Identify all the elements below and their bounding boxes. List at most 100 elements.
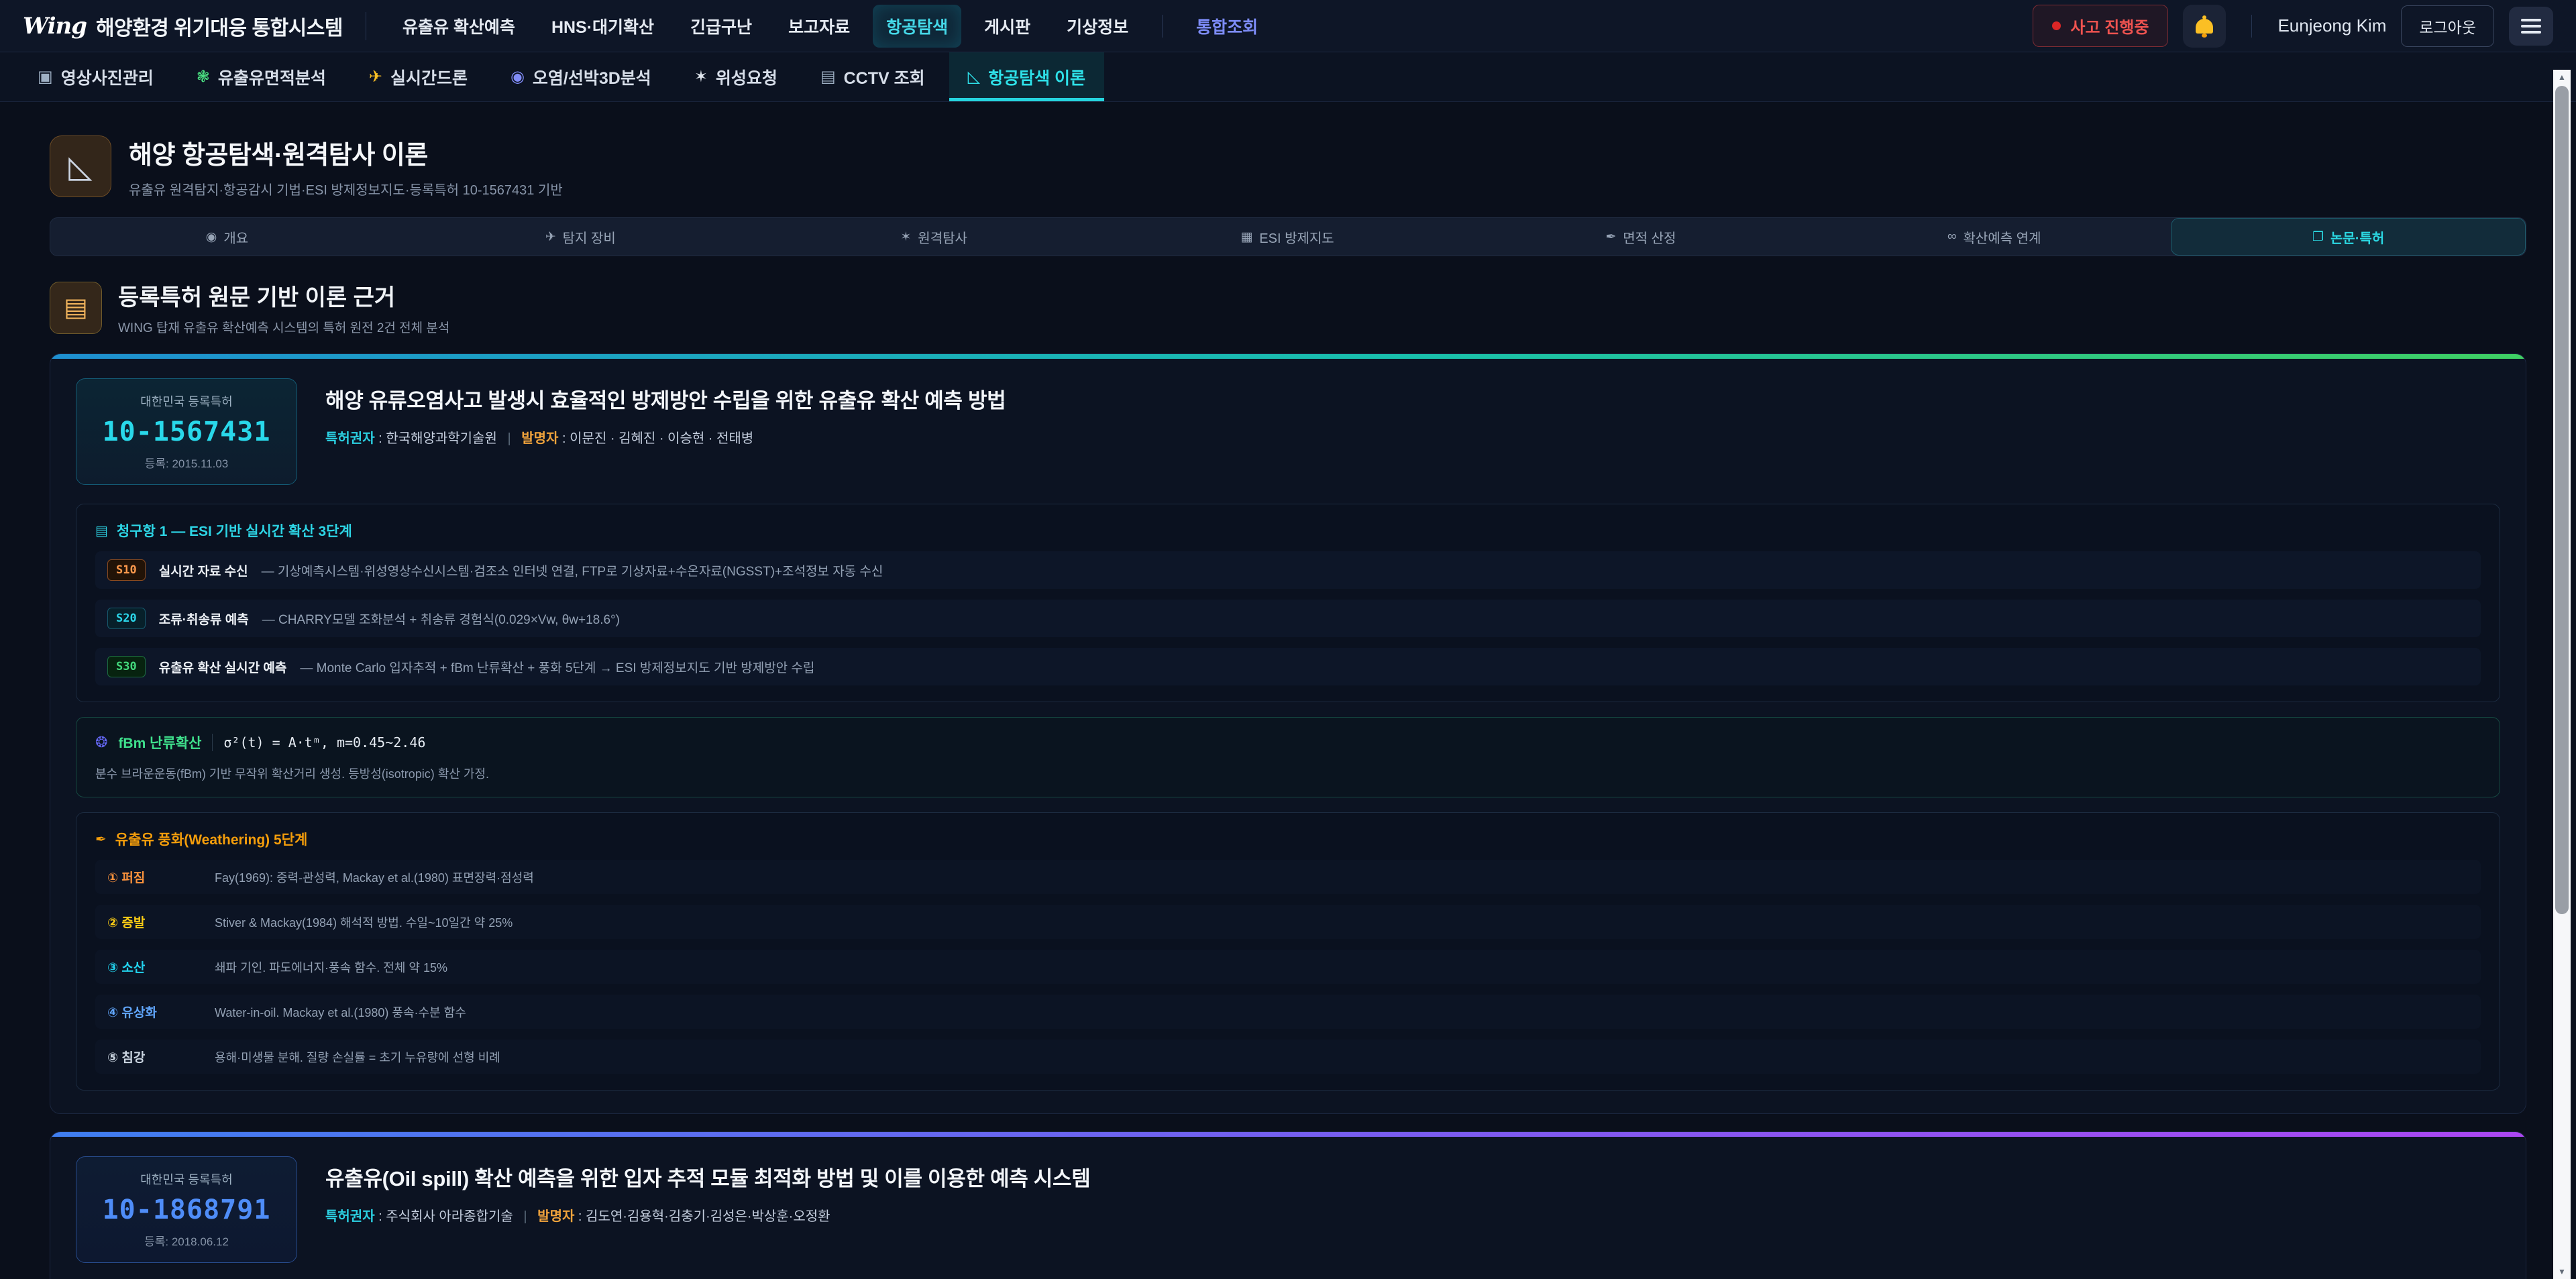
nav-item-aerial-search[interactable]: 항공탐색 [873, 4, 962, 48]
tab-label: 유출유면적분석 [217, 68, 326, 88]
patent-country: 대한민국 등록특허 [140, 1173, 233, 1186]
scroll-icon: ▤ [50, 281, 102, 334]
nav-item-weather-info[interactable]: 기상정보 [1067, 17, 1129, 37]
tab-oil-area-analysis[interactable]: ❃ 유출유면적분석 [178, 52, 345, 101]
tab-label: 확산예측 연계 [1963, 231, 2041, 246]
patent-title: 해양 유류오염사고 발생시 효율적인 방제방안 수립을 위한 유출유 확산 예측… [325, 389, 1006, 412]
theory-tab-remote-sensing[interactable]: ✶ 원격탐사 [757, 218, 1111, 256]
hamburger-menu-button[interactable] [2509, 6, 2553, 46]
theory-tab-detection-equipment[interactable]: ✈ 탐지 장비 [404, 218, 757, 256]
wing-logo-icon: Wing [23, 12, 87, 40]
tab-realtime-drone[interactable]: ✈ 실시간드론 [350, 52, 486, 101]
patent-number-badge: 대한민국 등록특허 10-1868791 등록: 2018.06.12 [76, 1156, 297, 1263]
pen-icon: ✒ [1605, 229, 1617, 244]
owner-value: : 주식회사 아라종합기술 [374, 1209, 513, 1224]
app-title: 해양환경 위기대응 통합시스템 [96, 17, 343, 40]
divider [2251, 14, 2253, 38]
tab-label: 논문·특허 [2330, 231, 2385, 246]
step-desc: — Monte Carlo 입자추적 + fBm 난류확산 + 풍화 5단계 →… [300, 661, 815, 675]
page-header: ◺ 해양 항공탐색·원격탐사 이론 유출유 원격탐지·항공감시 기법·ESI 방… [50, 134, 2526, 199]
tab-label: 위성요청 [715, 68, 777, 88]
step-badge: S30 [107, 656, 146, 677]
weathering-heading: 유출유 풍화(Weathering) 5단계 [115, 832, 308, 848]
inventors-value: : 김도연·김용혁·김충기·김성은·박상훈·오정환 [574, 1209, 830, 1224]
incident-status-badge[interactable]: 사고 진행중 [2033, 5, 2169, 47]
patent-reg-date: 등록: 2018.06.12 [144, 1235, 229, 1248]
claim-step-row: S30 유출유 확산 실시간 예측 — Monte Carlo 입자추적 + f… [95, 648, 2481, 685]
patent-meta: 특허권자 : 한국해양과학기술원 | 발명자 : 이문진 · 김혜진 · 이승현… [325, 427, 1006, 447]
step-label: 실시간 자료 수신 [158, 564, 248, 579]
nav-item-spill-forecast[interactable]: 유출유 확산예측 [402, 17, 515, 37]
claim-heading: 청구항 1 — ESI 기반 실시간 확산 3단계 [116, 524, 352, 539]
weathering-label: ② 증발 [107, 916, 146, 930]
tab-pollution-ship-3d[interactable]: ◉ 오염/선박3D분석 [492, 52, 670, 101]
vertical-scrollbar[interactable]: ▲ ▼ [2553, 70, 2571, 1279]
divider [212, 734, 213, 751]
weathering-panel: ✒ 유출유 풍화(Weathering) 5단계 ① 퍼짐 Fay(1969):… [76, 812, 2500, 1091]
nav-item-board[interactable]: 게시판 [984, 17, 1031, 37]
scrollbar-thumb[interactable] [2555, 86, 2569, 914]
satellite-icon: ✶ [694, 68, 708, 86]
helicopter-icon: ✈ [545, 229, 556, 244]
logout-button[interactable]: 로그아웃 [2401, 5, 2494, 47]
inventors-label: 발명자 [537, 1209, 575, 1224]
spiral-icon: ❂ [95, 734, 108, 750]
map-icon: ▦ [1240, 229, 1253, 244]
patent-number-badge: 대한민국 등록특허 10-1567431 등록: 2015.11.03 [76, 378, 297, 485]
weathering-label: ⑤ 침강 [107, 1051, 146, 1065]
owner-value: : 한국해양과학기술원 [374, 431, 497, 446]
patent-number: 10-1567431 [102, 416, 271, 447]
tab-label: 오염/선박3D분석 [532, 68, 651, 88]
triangle-ruler-icon: ◺ [50, 135, 111, 197]
card-accent-bar [50, 1132, 2526, 1137]
nav-right-cluster: 사고 진행중 Eunjeong Kim 로그아웃 [2033, 4, 2553, 48]
tab-label: 항공탐색 이론 [988, 68, 1086, 88]
scroll-up-arrow-icon[interactable]: ▲ [2558, 72, 2566, 82]
tab-cctv-view[interactable]: ▤ CCTV 조회 [802, 52, 944, 101]
theory-tab-papers-patents[interactable]: ❐ 논문·특허 [2171, 218, 2526, 256]
patent-card-1567431: 대한민국 등록특허 10-1567431 등록: 2015.11.03 해양 유… [50, 353, 2526, 1114]
tab-satellite-request[interactable]: ✶ 위성요청 [676, 52, 796, 101]
drone-icon: ✈ [368, 68, 382, 86]
step-desc: — CHARRY모델 조화분석 + 취송류 경험식(0.029×Vw, θw+1… [262, 612, 620, 627]
patent-card-1868791: 대한민국 등록특허 10-1868791 등록: 2018.06.12 유출유(… [50, 1131, 2526, 1279]
tab-label: 영상사진관리 [60, 68, 154, 88]
notification-bell-button[interactable] [2183, 4, 2226, 48]
nav-item-integrated-search[interactable]: 통합조회 [1196, 17, 1258, 37]
step-desc: — 기상예측시스템·위성영상수신시스템·검조소 인터넷 연결, FTP로 기상자… [261, 564, 883, 579]
weathering-row: ⑤ 침강 용해·미생물 분해. 질량 손실률 = 초기 누유량에 선형 비례 [95, 1040, 2481, 1074]
globe-icon: ◉ [205, 229, 217, 244]
weathering-row: ③ 소산 쇄파 기인. 파도에너지·풍속 함수. 전체 약 15% [95, 950, 2481, 984]
meta-separator: | [507, 431, 511, 446]
incident-status-label: 사고 진행중 [2070, 19, 2149, 37]
tab-aerial-search-theory[interactable]: ◺ 항공탐색 이론 [949, 52, 1105, 101]
step-label: 조류·취송류 예측 [158, 612, 249, 627]
pen-nib-icon: ✒ [95, 832, 107, 847]
bell-icon [2196, 15, 2214, 38]
weathering-desc: Stiver & Mackay(1984) 해석적 방법. 수일~10일간 약 … [215, 915, 513, 930]
page-subtitle: 유출유 원격탐지·항공감시 기법·ESI 방제정보지도·등록특허 10-1567… [129, 183, 563, 198]
meta-separator: | [523, 1209, 527, 1224]
theory-tab-diffusion-link[interactable]: ∞ 확산예측 연계 [1817, 218, 2171, 256]
tab-image-photo-management[interactable]: ▣ 영상사진관리 [19, 52, 172, 101]
owner-label: 특허권자 [325, 431, 375, 446]
claim-step-row: S10 실시간 자료 수신 — 기상예측시스템·위성영상수신시스템·검조소 인터… [95, 551, 2481, 589]
theory-tab-area-calculation[interactable]: ✒ 면적 산정 [1464, 218, 1817, 256]
step-badge: S10 [107, 559, 146, 581]
user-name: Eunjeong Kim [2277, 15, 2387, 36]
tab-label: 탐지 장비 [562, 231, 616, 246]
scroll-down-arrow-icon[interactable]: ▼ [2558, 1267, 2566, 1276]
weathering-desc: Fay(1969): 중력-관성력, Mackay et al.(1980) 표… [215, 871, 534, 885]
inventors-label: 발명자 [521, 431, 559, 446]
weathering-row: ① 퍼짐 Fay(1969): 중력-관성력, Mackay et al.(19… [95, 860, 2481, 894]
top-nav: Wing 해양환경 위기대응 통합시스템 유출유 확산예측 HNS·대기확산 긴… [0, 0, 2576, 52]
tab-label: 면적 산정 [1623, 231, 1676, 246]
weathering-row: ② 증발 Stiver & Mackay(1984) 해석적 방법. 수일~10… [95, 905, 2481, 939]
nav-item-reports[interactable]: 보고자료 [788, 17, 851, 37]
patent-country: 대한민국 등록특허 [140, 395, 233, 408]
nav-item-hns-diffusion[interactable]: HNS·대기확산 [551, 17, 655, 37]
theory-tab-overview[interactable]: ◉ 개요 [50, 218, 404, 256]
link-icon: ∞ [1947, 229, 1957, 243]
nav-item-emergency-rescue[interactable]: 긴급구난 [690, 17, 753, 37]
theory-tab-esi-map[interactable]: ▦ ESI 방제지도 [1111, 218, 1464, 256]
